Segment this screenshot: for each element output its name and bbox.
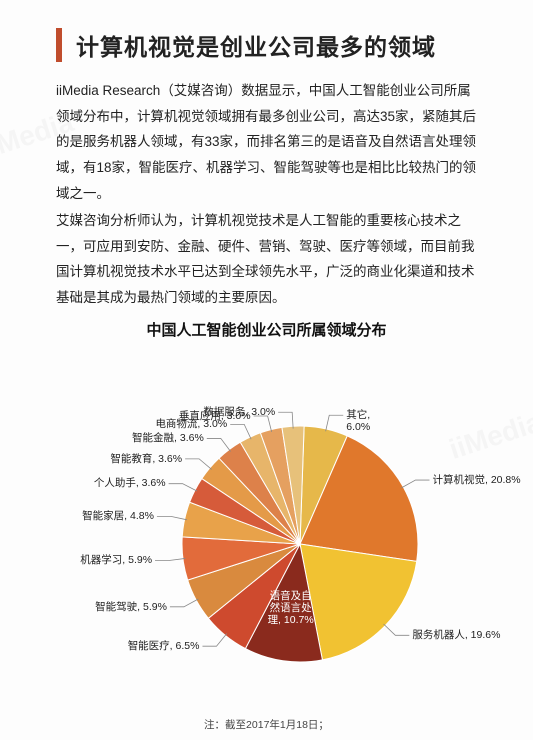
pie-chart: 其它,6.0% 计算机视觉, 20.8% 服务机器人, 19.6% 语音及自然语言处理… xyxy=(0,344,533,714)
pie-leader xyxy=(170,599,198,607)
pie-leader xyxy=(202,633,226,646)
page: iiMedia iiMedia 计算机视觉是创业公司最多的领域 iiMedia … xyxy=(0,0,533,740)
pie-leader xyxy=(155,558,185,560)
pie-leader xyxy=(230,424,251,439)
paragraph-2: 艾媒咨询分析师认为，计算机视觉技术是人工智能的重要核心技术之一，可应用到安防、金… xyxy=(56,208,481,311)
pie-slice-label: 计算机视觉, 20.8% xyxy=(432,474,520,486)
header: 计算机视觉是创业公司最多的领域 xyxy=(56,28,493,62)
page-title: 计算机视觉是创业公司最多的领域 xyxy=(76,28,493,62)
chart-footer: 注：截至2017年1月18日； xyxy=(0,717,533,732)
chart-title: 中国人工智能创业公司所属领域分布 xyxy=(0,319,533,340)
pie-slice-label: 服务机器人, 19.6% xyxy=(412,629,500,641)
pie-slice-label: 个人助手, 3.6% xyxy=(94,477,166,489)
pie-leader xyxy=(169,483,198,490)
paragraph-1: iiMedia Research（艾媒咨询）数据显示，中国人工智能创业公司所属领… xyxy=(56,78,481,206)
pie-leader xyxy=(384,624,410,635)
pie-slice-label: 智能金融, 3.6% xyxy=(132,432,204,444)
body-text: iiMedia Research（艾媒咨询）数据显示，中国人工智能创业公司所属领… xyxy=(56,78,481,311)
pie-slice-label: 智能医疗, 6.5% xyxy=(128,640,200,652)
chart-block: 中国人工智能创业公司所属领域分布 其它,6.0% 计算机视觉, 20.8% 服务机器… xyxy=(0,319,533,714)
pie-slice-label: 数据服务, 3.0% xyxy=(203,406,275,418)
pie-leader xyxy=(207,438,231,451)
pie-slice-label: 语音及自然语言处理, 10.7% xyxy=(261,590,321,626)
pie-svg xyxy=(0,344,533,714)
pie-slice-label: 智能驾驶, 5.9% xyxy=(95,601,167,613)
pie-slice-label: 其它,6.0% xyxy=(346,409,370,433)
pie-leader xyxy=(401,480,429,488)
pie-slice-label: 机器学习, 5.9% xyxy=(80,554,152,566)
pie-slice-label: 智能教育, 3.6% xyxy=(110,453,182,465)
pie-leader xyxy=(254,416,272,432)
pie-leader xyxy=(326,415,344,431)
pie-leader xyxy=(157,516,187,519)
pie-slice-label: 智能家居, 4.8% xyxy=(82,510,154,522)
pie-leader xyxy=(185,459,212,470)
